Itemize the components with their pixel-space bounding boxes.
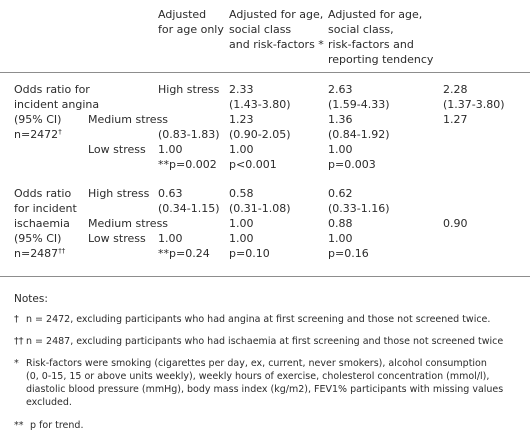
ischaemia-high-c1-or: 0.63 xyxy=(158,187,183,200)
angina-medium-c3-or: 1.36 xyxy=(328,113,353,126)
notes-divider xyxy=(0,276,530,277)
ischaemia-medium-c4: 0.90 xyxy=(443,217,468,230)
ischaemia-medium-c2: 1.00 xyxy=(229,217,254,230)
angina-medium-label: Medium stress xyxy=(88,113,169,126)
angina-high-c3-ci: (1.59-4.33) xyxy=(328,98,390,111)
header-col3-line1: Adjusted for age, xyxy=(328,8,423,21)
note-3-line3: diastolic blood pressure (mmHg), body ma… xyxy=(26,384,504,395)
ischaemia-high-c3-or: 0.62 xyxy=(328,187,353,200)
header-col2-line3: and risk-factors * xyxy=(229,38,324,51)
angina-trend-c1: **p=0.002 xyxy=(158,158,217,171)
ischaemia-high-label: High stress xyxy=(88,187,150,200)
note-2-mark: †† xyxy=(14,336,24,347)
ischaemia-trend-c2: p=0.10 xyxy=(229,247,270,260)
note-1-mark: † xyxy=(14,314,19,325)
note-3-line1: Risk-factors were smoking (cigarettes pe… xyxy=(26,358,487,369)
header-col2-line2: social class xyxy=(229,23,292,36)
note-4-text: p for trend. xyxy=(30,420,84,431)
notes-title: Notes: xyxy=(14,293,48,305)
ischaemia-label-line4: (95% CI) xyxy=(14,232,62,245)
note-2-text: n = 2487, excluding participants who had… xyxy=(26,336,504,347)
ischaemia-low-label: Low stress xyxy=(88,232,146,245)
angina-label-line1: Odds ratio for xyxy=(14,83,90,96)
double-dagger-mark: †† xyxy=(58,247,66,255)
ischaemia-label-line1: Odds ratio xyxy=(14,187,72,200)
note-4-mark: ** xyxy=(14,420,24,431)
ischaemia-medium-label: Medium stress xyxy=(88,217,169,230)
ischaemia-high-c1-ci: (0.34-1.15) xyxy=(158,202,220,215)
dagger-mark: † xyxy=(58,128,62,136)
note-3-line4: excluded. xyxy=(26,397,72,408)
header-col1-line1: Adjusted xyxy=(158,8,207,21)
ischaemia-label-line5: n=2487†† xyxy=(14,247,66,260)
ischaemia-low-c3: 1.00 xyxy=(328,232,353,245)
ischaemia-high-c3-ci: (0.33-1.16) xyxy=(328,202,390,215)
angina-high-c2-or: 2.33 xyxy=(229,83,254,96)
ischaemia-trend-c1: **p=0.24 xyxy=(158,247,210,260)
angina-low-c2: 1.00 xyxy=(229,143,254,156)
ischaemia-label-line2: for incident xyxy=(14,202,77,215)
header-col2-line1: Adjusted for age, xyxy=(229,8,324,21)
angina-low-c3: 1.00 xyxy=(328,143,353,156)
header-col3-line4: reporting tendency xyxy=(328,53,434,66)
angina-high-label: High stress xyxy=(158,83,220,96)
angina-medium-c2-or: 1.23 xyxy=(229,113,254,126)
header-divider xyxy=(0,72,530,73)
angina-low-label: Low stress xyxy=(88,143,146,156)
header-col3-line3: risk-factors and xyxy=(328,38,414,51)
angina-label-line3: (95% CI) xyxy=(14,113,62,126)
angina-high-c3-or: 2.63 xyxy=(328,83,353,96)
ischaemia-high-c2-ci: (0.31-1.08) xyxy=(229,202,291,215)
note-1-text: n = 2472, excluding participants who had… xyxy=(26,314,491,325)
angina-trend-c3: p=0.003 xyxy=(328,158,376,171)
angina-medium-c1-ci: (0.83-1.83) xyxy=(158,128,220,141)
ischaemia-low-c2: 1.00 xyxy=(229,232,254,245)
ischaemia-trend-c3: p=0.16 xyxy=(328,247,369,260)
angina-medium-c3-ci: (0.84-1.92) xyxy=(328,128,390,141)
ischaemia-high-c2-or: 0.58 xyxy=(229,187,254,200)
angina-high-c4-or: 2.28 xyxy=(443,83,468,96)
ischaemia-medium-c3: 0.88 xyxy=(328,217,353,230)
angina-low-c1: 1.00 xyxy=(158,143,183,156)
angina-trend-c2: p<0.001 xyxy=(229,158,277,171)
note-3-mark: * xyxy=(14,358,19,369)
angina-medium-c2-ci: (0.90-2.05) xyxy=(229,128,291,141)
note-3-line2: (0, 0-15, 15 or above units weekly), wee… xyxy=(26,371,490,382)
angina-label-line4: n=2472† xyxy=(14,128,62,141)
angina-label-line2: incident angina xyxy=(14,98,100,111)
angina-high-c2-ci: (1.43-3.80) xyxy=(229,98,291,111)
angina-medium-c4-or: 1.27 xyxy=(443,113,468,126)
angina-high-c4-ci: (1.37-3.80) xyxy=(443,98,505,111)
header-col3-line2: social class, xyxy=(328,23,394,36)
header-col1-line2: for age only xyxy=(158,23,224,36)
ischaemia-low-c1: 1.00 xyxy=(158,232,183,245)
ischaemia-label-line3: ischaemia xyxy=(14,217,70,230)
